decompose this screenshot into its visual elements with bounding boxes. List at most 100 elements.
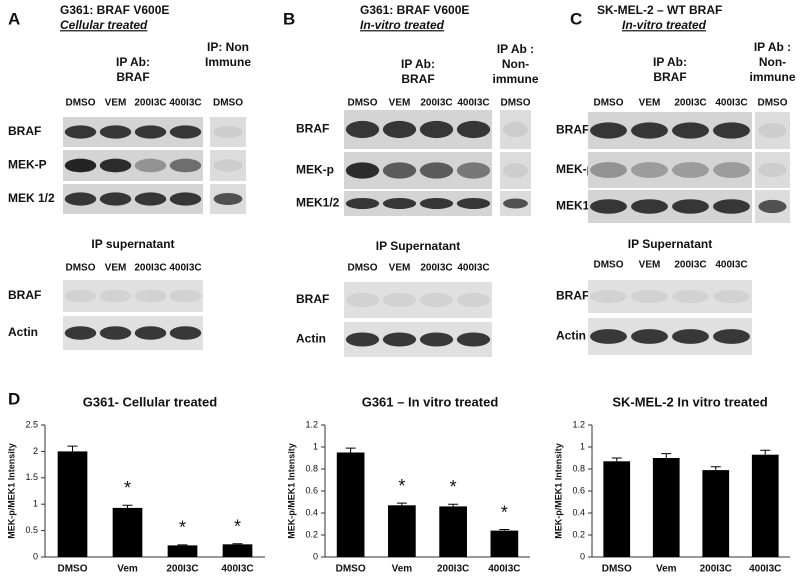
blot <box>588 280 752 313</box>
band <box>382 332 417 347</box>
ip-heading: IP Ab: <box>401 57 435 71</box>
y-tick-label: 0.2 <box>305 529 318 539</box>
chart-title: G361- Cellular treated <box>83 394 217 409</box>
y-tick-label: 0 <box>580 551 585 561</box>
significance-marker: * <box>124 478 131 498</box>
y-tick-label: 0.6 <box>572 485 585 495</box>
supernatant-title: IP Supernatant <box>376 239 460 253</box>
band <box>345 120 380 139</box>
x-tick-label: 400I3C <box>749 564 781 575</box>
lane-label: VEM <box>389 98 411 109</box>
band <box>99 289 132 303</box>
x-tick-label: 200I3C <box>437 564 469 575</box>
error-bar <box>661 453 672 458</box>
lane-label: 400I3C <box>457 98 489 109</box>
control-heading: immune <box>749 70 795 84</box>
band <box>169 289 202 303</box>
band <box>382 292 417 308</box>
control-heading: Non- <box>502 57 529 71</box>
y-tick-label: 0.6 <box>305 485 318 495</box>
panel-subtitle: In-vitro treated <box>622 18 707 32</box>
band <box>631 289 668 304</box>
row-label: MEK1/2 <box>296 196 340 210</box>
lane-label: DMSO <box>213 98 243 109</box>
row-label: BRAF <box>296 122 329 136</box>
band <box>64 289 97 303</box>
control-heading: IP Ab : <box>497 42 534 56</box>
bar <box>388 505 416 557</box>
band <box>631 199 668 214</box>
x-tick-label: 400I3C <box>488 564 520 575</box>
y-tick-label: 0.8 <box>305 463 318 473</box>
lane-label: DMSO <box>348 98 378 109</box>
band <box>419 198 454 209</box>
lane-label: DMSO <box>66 98 96 109</box>
significance-marker: * <box>234 517 241 537</box>
band <box>713 199 750 214</box>
blot <box>500 110 531 149</box>
panel-subtitle: In-vitro treated <box>360 18 445 32</box>
band <box>503 198 528 209</box>
band <box>456 120 491 139</box>
panel-label: B <box>283 9 295 28</box>
lane-label: 400I3C <box>715 98 747 109</box>
blot <box>755 112 790 149</box>
band <box>99 125 132 139</box>
band <box>134 192 167 206</box>
panel-label: D <box>8 389 20 408</box>
y-tick-label: 2 <box>33 446 38 456</box>
band <box>419 120 454 139</box>
band <box>713 329 750 344</box>
lane-label: DMSO <box>66 263 96 274</box>
bar <box>222 544 253 557</box>
error-bar <box>499 529 510 531</box>
band <box>419 332 454 347</box>
y-tick-label: 0.4 <box>572 507 585 517</box>
band <box>345 332 380 347</box>
blot <box>210 150 246 181</box>
x-tick-label: DMSO <box>58 564 88 575</box>
bar <box>490 530 519 557</box>
band <box>758 123 787 138</box>
control-heading: IP: Non <box>207 40 249 54</box>
band <box>134 326 167 340</box>
error-bar <box>611 457 622 462</box>
y-axis-label: MEK-p/MEK1 Intensity <box>286 443 296 539</box>
band <box>631 329 668 344</box>
supernatant-title: IP Supernatant <box>628 237 712 251</box>
y-tick-label: 0 <box>313 551 318 561</box>
band <box>169 192 202 206</box>
lane-label: 200I3C <box>134 263 166 274</box>
lane-label: 400I3C <box>457 263 489 274</box>
band <box>169 158 202 173</box>
error-bar <box>122 504 133 508</box>
control-heading: Immune <box>205 55 251 69</box>
row-label: BRAF <box>296 292 329 306</box>
band <box>456 162 491 179</box>
y-tick-label: 1.5 <box>25 472 38 482</box>
lane-label: VEM <box>105 98 127 109</box>
row-label: Actin <box>296 332 326 346</box>
significance-marker: * <box>501 502 508 522</box>
band <box>419 162 454 179</box>
band <box>590 162 627 178</box>
error-bar <box>710 466 721 471</box>
chart-title: SK-MEL-2 In vitro treated <box>612 394 767 409</box>
lane-label: DMSO <box>348 263 378 274</box>
lane-label: VEM <box>639 260 661 271</box>
band <box>99 192 132 206</box>
panel-title: G361: BRAF V600E <box>60 3 169 17</box>
y-tick-label: 1.2 <box>572 419 585 429</box>
band <box>169 125 202 139</box>
lane-label: DMSO <box>758 98 788 109</box>
blot <box>210 117 246 147</box>
error-bar <box>396 502 407 506</box>
lane-label: 400I3C <box>169 98 201 109</box>
lane-label: VEM <box>389 263 411 274</box>
band <box>99 158 132 173</box>
y-tick-label: 2.5 <box>25 419 38 429</box>
band <box>631 122 668 139</box>
blot <box>588 152 752 188</box>
bar <box>652 458 680 557</box>
band <box>456 292 491 308</box>
